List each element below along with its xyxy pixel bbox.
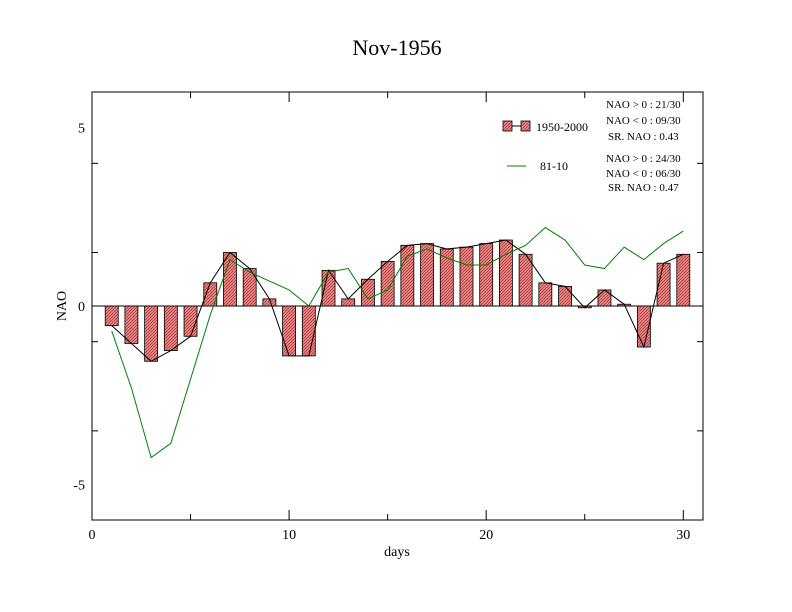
x-axis-label: days [384, 545, 410, 560]
bar-day-10 [282, 305, 296, 357]
stats-line: NAO < 0 : 09/30 [606, 115, 681, 127]
bar-day-5 [183, 305, 198, 337]
bar-day-23 [538, 282, 553, 307]
stats-block-1950-2000: NAO > 0 : 21/30 NAO < 0 : 09/30 SR. NAO … [606, 99, 681, 143]
legend-label-81-10: 81-10 [540, 159, 568, 173]
bar-day-11 [301, 305, 316, 357]
bar-day-1 [104, 305, 119, 327]
x-tick-label: 0 [89, 528, 96, 543]
y-tick-label: 5 [78, 122, 85, 137]
bar-day-20 [479, 243, 494, 307]
axes: 0 10 20 30 -5 0 5 [73, 92, 703, 543]
legend-bar-swatch-right [520, 120, 531, 132]
stats-line: SR. NAO : 0.43 [608, 131, 679, 143]
bar-day-13 [341, 298, 356, 307]
legend-bar-swatch-left [502, 120, 513, 132]
stats-line: NAO > 0 : 24/30 [606, 153, 681, 165]
bar-day-30 [676, 253, 691, 307]
series-line-1950-2000 [111, 239, 684, 362]
y-axis-label: NAO [55, 291, 70, 321]
bar-day-2 [124, 305, 139, 344]
y-tick-label: -5 [73, 478, 85, 493]
stats-line: SR. NAO : 0.47 [608, 182, 679, 194]
bar-day-21 [499, 239, 513, 307]
bar-day-22 [518, 253, 533, 307]
legend: 1950-2000 81-10 [502, 120, 588, 173]
legend-label-1950-2000: 1950-2000 [536, 120, 588, 134]
bar-day-19 [459, 246, 474, 307]
x-tick-label: 30 [676, 528, 690, 543]
bar-day-17 [420, 243, 434, 307]
stats-block-81-10: NAO > 0 : 24/30 NAO < 0 : 06/30 SR. NAO … [606, 153, 681, 194]
y-tick-label: 0 [78, 300, 85, 315]
bar-day-26 [597, 289, 612, 307]
plot-area [92, 226, 703, 459]
stats-line: NAO < 0 : 06/30 [606, 168, 681, 180]
stats-line: NAO > 0 : 21/30 [606, 99, 681, 111]
bar-day-24 [558, 285, 572, 307]
x-tick-label: 10 [282, 528, 296, 543]
series-line-81-10 [111, 226, 684, 459]
bar-day-3 [144, 305, 159, 362]
chart-title: Nov-1956 [352, 35, 441, 60]
bar-day-4 [163, 305, 178, 351]
x-tick-label: 20 [479, 528, 493, 543]
bar-day-15 [380, 261, 395, 307]
plot-frame [91, 91, 704, 521]
